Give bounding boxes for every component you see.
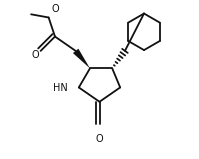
Text: O: O xyxy=(51,4,59,14)
Text: O: O xyxy=(31,50,39,60)
Text: O: O xyxy=(96,134,103,144)
Polygon shape xyxy=(73,49,90,68)
Text: HN: HN xyxy=(53,83,68,93)
